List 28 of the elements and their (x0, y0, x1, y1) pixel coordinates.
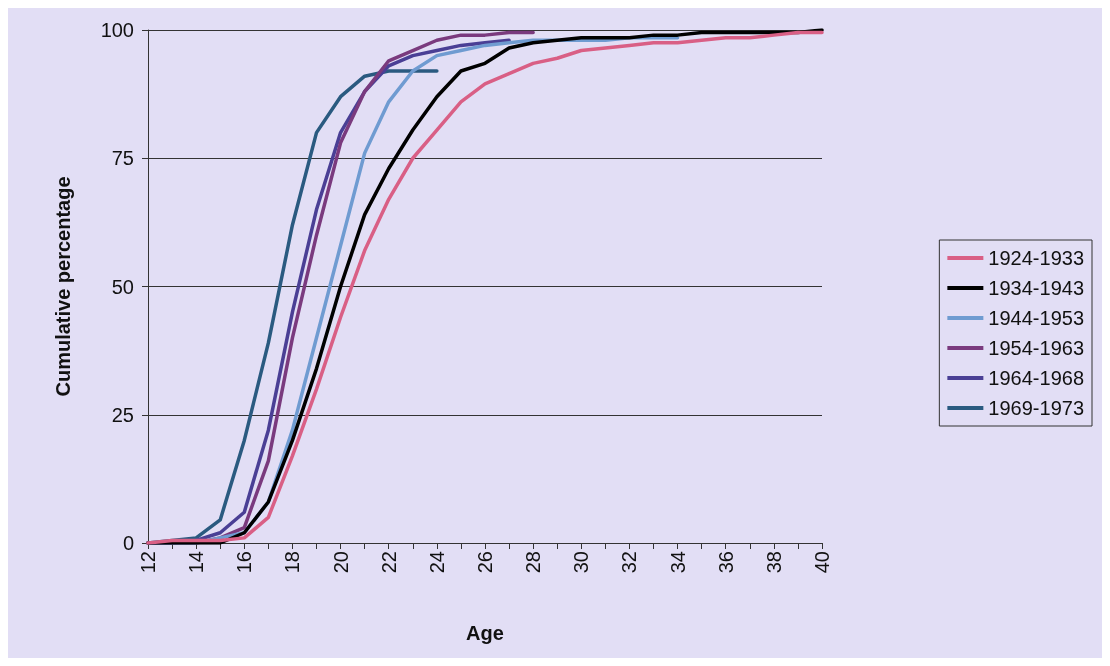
legend-label: 1924-1933 (988, 247, 1085, 269)
y-tick-label: 100 (100, 19, 134, 41)
x-tick-label: 38 (762, 551, 785, 574)
x-tick-label: 22 (377, 551, 400, 574)
x-tick-label: 18 (281, 551, 304, 574)
x-tick-label: 30 (570, 551, 593, 574)
x-tick-label: 24 (425, 551, 448, 574)
x-tick-label: 20 (329, 551, 352, 574)
y-axis-title: Cumulative percentage (52, 176, 74, 397)
legend-label: 1969-1973 (988, 397, 1085, 419)
legend-label: 1954-1963 (988, 337, 1085, 359)
x-tick-label: 40 (811, 551, 833, 574)
x-tick-label: 14 (185, 551, 208, 574)
x-tick-label: 12 (137, 551, 159, 574)
y-tick-label: 25 (111, 403, 134, 426)
y-tick-label: 75 (111, 147, 134, 170)
legend-label: 1934-1943 (988, 277, 1085, 299)
legend-label: 1964-1968 (988, 367, 1085, 389)
x-tick-label: 34 (666, 551, 689, 574)
y-tick-label: 0 (122, 532, 134, 554)
x-tick-label: 28 (522, 551, 545, 574)
x-axis-title: Age (466, 622, 504, 644)
x-tick-label: 26 (474, 551, 496, 574)
y-tick-label: 50 (111, 275, 134, 298)
x-tick-label: 16 (233, 551, 256, 574)
x-tick-label: 32 (618, 551, 641, 574)
legend-label: 1944-1953 (988, 307, 1085, 329)
x-tick-label: 36 (714, 551, 737, 574)
